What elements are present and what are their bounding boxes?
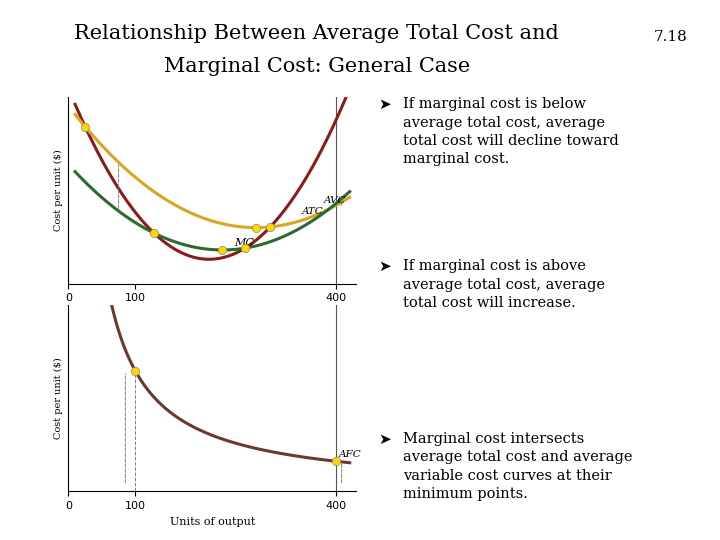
X-axis label: Units of output: Units of output bbox=[170, 517, 255, 526]
Text: Marginal cost intersects
average total cost and average
variable cost curves at : Marginal cost intersects average total c… bbox=[403, 432, 633, 501]
Text: If marginal cost is below
average total cost, average
total cost will decline to: If marginal cost is below average total … bbox=[403, 97, 619, 166]
Text: ATC: ATC bbox=[302, 207, 323, 216]
Text: 7.18: 7.18 bbox=[654, 30, 688, 44]
Text: Relationship Between Average Total Cost and: Relationship Between Average Total Cost … bbox=[74, 24, 559, 43]
Text: If marginal cost is above
average total cost, average
total cost will increase.: If marginal cost is above average total … bbox=[403, 259, 606, 310]
Text: ➤: ➤ bbox=[378, 432, 391, 447]
Text: Marginal Cost: General Case: Marginal Cost: General Case bbox=[163, 57, 470, 76]
Text: AVC: AVC bbox=[324, 196, 347, 205]
Text: ➤: ➤ bbox=[378, 97, 391, 112]
Text: AFC: AFC bbox=[338, 450, 361, 459]
Y-axis label: Cost per unit ($): Cost per unit ($) bbox=[54, 357, 63, 439]
Y-axis label: Cost per unit ($): Cost per unit ($) bbox=[54, 150, 63, 231]
Text: MC: MC bbox=[235, 238, 254, 248]
Text: ➤: ➤ bbox=[378, 259, 391, 274]
